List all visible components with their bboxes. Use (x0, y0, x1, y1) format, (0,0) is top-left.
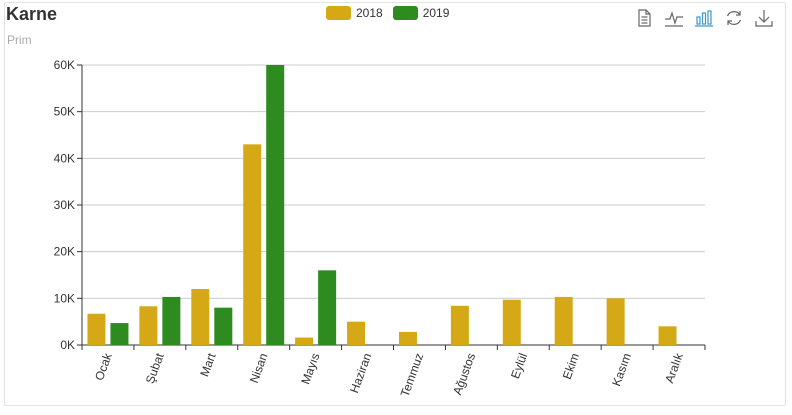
bar-2018-12[interactable] (658, 326, 677, 345)
x-tick-label: Kasım (609, 351, 634, 388)
chart-title: Karne (6, 4, 58, 24)
x-tick-label: Ocak (92, 350, 115, 382)
x-tick-label: Şubat (143, 351, 167, 386)
bar-2018-11[interactable] (606, 298, 625, 345)
bar-2019-2[interactable] (162, 296, 181, 345)
x-tick-label: Mayıs (298, 351, 322, 386)
legend-swatch-2018 (326, 6, 351, 20)
bar-2018-9[interactable] (502, 299, 521, 345)
x-tick-label: Eylül (508, 351, 530, 380)
data-view-icon[interactable] (634, 8, 654, 28)
download-icon[interactable] (754, 8, 774, 28)
bar-chart-icon[interactable] (694, 8, 714, 28)
bar-2018-8[interactable] (450, 305, 469, 345)
bar-2018-5[interactable] (295, 337, 314, 345)
x-tick-label: Nisan (247, 351, 271, 385)
bar-2018-2[interactable] (139, 306, 158, 345)
y-tick-label: 10K (54, 291, 75, 305)
bar-2018-4[interactable] (243, 144, 262, 345)
chart-subtitle: Prim (7, 33, 32, 47)
x-tick-label: Ağustos (450, 351, 478, 397)
bar-2018-3[interactable] (191, 289, 210, 345)
bar-2018-1[interactable] (87, 313, 106, 345)
bar-2018-7[interactable] (398, 331, 417, 345)
legend: 2018 2019 (326, 6, 449, 20)
x-tick-label: Aralık (662, 350, 686, 385)
x-tick-label: Mart (197, 351, 219, 379)
toolbox (634, 8, 774, 28)
bar-2018-6[interactable] (347, 321, 366, 345)
legend-item-2018[interactable]: 2018 (326, 6, 383, 20)
line-chart-icon[interactable] (664, 8, 684, 28)
legend-swatch-2019 (392, 6, 418, 20)
x-tick-label: Ekim (560, 351, 582, 381)
restore-icon[interactable] (724, 8, 744, 28)
bar-2019-4[interactable] (266, 65, 285, 345)
y-tick-label: 40K (54, 151, 75, 165)
y-tick-label: 30K (54, 198, 75, 212)
bar-2018-10[interactable] (554, 296, 573, 345)
y-tick-label: 20K (54, 245, 75, 259)
chart-panel (4, 2, 786, 406)
bar-2019-1[interactable] (110, 323, 129, 345)
bar-2019-5[interactable] (318, 270, 337, 345)
x-tick-label: Haziran (347, 351, 374, 395)
y-tick-label: 50K (54, 105, 75, 119)
legend-label-2018: 2018 (356, 6, 383, 20)
y-tick-label: 0K (60, 338, 75, 352)
legend-label-2019: 2019 (422, 6, 450, 20)
x-tick-label: Temmuz (398, 351, 427, 398)
bar-2019-3[interactable] (214, 307, 233, 345)
legend-item-2019[interactable]: 2019 (392, 6, 450, 20)
y-tick-label: 60K (54, 58, 75, 72)
